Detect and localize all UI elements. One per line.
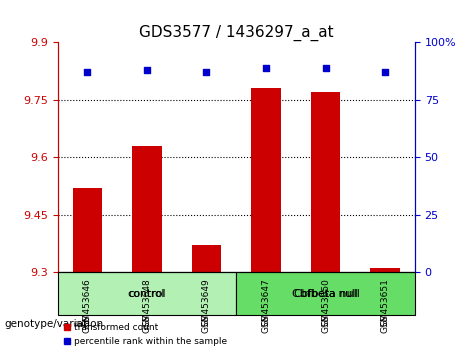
- Text: GSM453649: GSM453649: [202, 275, 211, 326]
- Text: GSM453647: GSM453647: [261, 275, 271, 326]
- Bar: [192, 245, 221, 272]
- Text: genotype/variation: genotype/variation: [5, 319, 104, 329]
- Text: GSM453651: GSM453651: [381, 275, 390, 326]
- Text: Cbfbeta null: Cbfbeta null: [292, 289, 360, 298]
- Bar: [72, 188, 102, 272]
- FancyBboxPatch shape: [58, 272, 236, 315]
- Text: control: control: [128, 289, 166, 298]
- Bar: [177, 272, 236, 315]
- Bar: [355, 272, 415, 315]
- Bar: [370, 268, 400, 272]
- Text: GSM453651: GSM453651: [381, 279, 390, 333]
- Point: [84, 69, 91, 75]
- Text: GSM453647: GSM453647: [261, 279, 271, 333]
- Bar: [251, 88, 281, 272]
- Point: [322, 65, 329, 70]
- Point: [143, 67, 151, 73]
- Bar: [117, 272, 177, 315]
- Legend: transformed count, percentile rank within the sample: transformed count, percentile rank withi…: [60, 320, 231, 349]
- FancyBboxPatch shape: [236, 272, 415, 315]
- Point: [262, 65, 270, 70]
- Bar: [236, 272, 296, 315]
- Bar: [58, 272, 117, 315]
- Bar: [58, 272, 236, 315]
- FancyArrowPatch shape: [74, 322, 81, 326]
- Text: GSM453648: GSM453648: [142, 279, 152, 333]
- Bar: [311, 92, 341, 272]
- Point: [381, 69, 389, 75]
- Title: GDS3577 / 1436297_a_at: GDS3577 / 1436297_a_at: [139, 25, 334, 41]
- Text: GSM453646: GSM453646: [83, 275, 92, 326]
- Text: GSM453650: GSM453650: [321, 275, 330, 326]
- Text: GSM453650: GSM453650: [321, 279, 330, 333]
- Text: Cbfbeta null: Cbfbeta null: [294, 289, 357, 298]
- Point: [203, 69, 210, 75]
- Bar: [132, 146, 162, 272]
- Text: GSM453648: GSM453648: [142, 275, 152, 326]
- Bar: [236, 272, 415, 315]
- Text: GSM453649: GSM453649: [202, 279, 211, 333]
- Bar: [296, 272, 355, 315]
- Text: GSM453646: GSM453646: [83, 279, 92, 333]
- Text: control: control: [129, 289, 165, 298]
